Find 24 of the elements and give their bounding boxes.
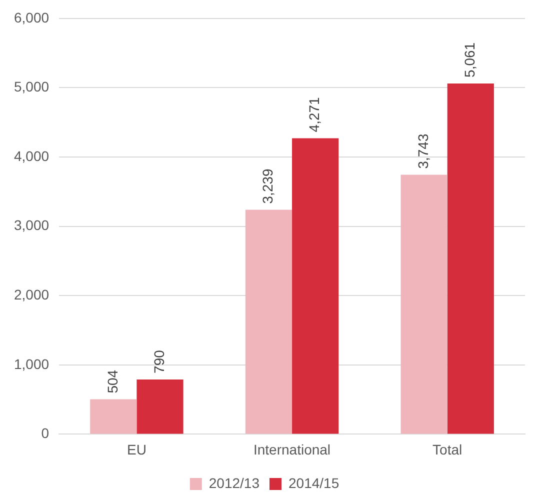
y-tick-label: 2,000: [14, 286, 50, 302]
x-tick-label: EU: [126, 441, 146, 458]
y-tick-label: 5,000: [14, 78, 50, 95]
legend-label: 2014/15: [288, 474, 340, 491]
y-tick-label: 0: [41, 425, 50, 442]
bar: [292, 138, 339, 434]
bar: [90, 399, 137, 434]
data-label: 790: [150, 350, 167, 374]
data-label: 4,271: [306, 96, 322, 132]
y-tick-label: 3,000: [14, 217, 50, 234]
legend-label: 2012/13: [208, 474, 260, 491]
data-label: 3,239: [260, 168, 276, 204]
bar: [400, 174, 448, 434]
y-tick-label: 6,000: [14, 9, 50, 26]
bar: [447, 83, 494, 434]
x-tick-label: International: [253, 441, 331, 458]
data-label: 504: [104, 370, 120, 394]
bar: [245, 210, 292, 434]
data-label: 3,743: [414, 134, 431, 169]
y-tick-label: 4,000: [14, 148, 50, 164]
x-tick-label: Total: [432, 441, 462, 458]
data-label: 5,061: [461, 42, 478, 78]
bar: [136, 379, 184, 434]
y-tick-label: 1,000: [14, 356, 50, 372]
